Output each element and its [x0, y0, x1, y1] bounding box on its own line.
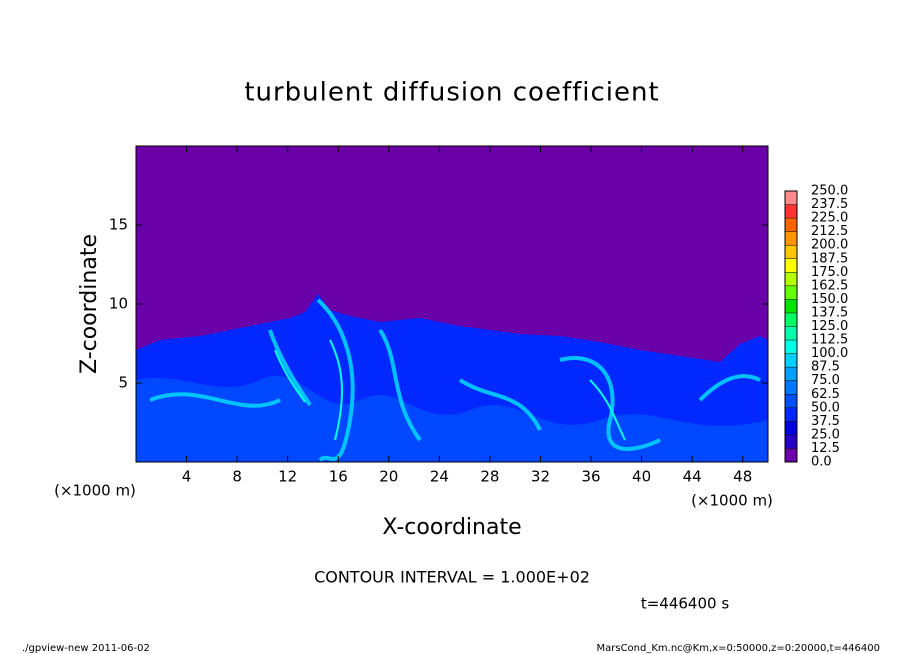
colorbar-band: [785, 299, 797, 313]
colorbar-band: [785, 394, 797, 408]
x-tick-label: 4: [182, 468, 192, 486]
colorbar-band: [785, 326, 797, 341]
x-unit-right: (×1000 m): [691, 492, 773, 510]
colorbar-band: [785, 353, 797, 368]
colorbar-label: 137.5: [811, 305, 848, 320]
colorbar-band: [785, 285, 797, 300]
colorbar-label: 175.0: [811, 265, 848, 280]
x-tick-label: 8: [232, 468, 242, 486]
y-tick-label: 5: [118, 374, 128, 392]
y-tick-label: 15: [109, 216, 128, 234]
x-tick-label: 12: [278, 468, 297, 486]
colorbar-label: 125.0: [811, 319, 848, 334]
colorbar-band: [785, 231, 797, 246]
field-streaks: [149, 298, 761, 462]
x-tick-label: 28: [480, 468, 499, 486]
y-tick-label: 10: [109, 295, 128, 313]
colorbar-band: [785, 312, 797, 327]
colorbar-band: [785, 191, 797, 205]
colorbar-band: [785, 367, 797, 381]
colorbar-label: 75.0: [811, 373, 840, 388]
colorbar-label: 25.0: [811, 427, 840, 442]
x-tick-label: 16: [329, 468, 348, 486]
colorbar-band: [785, 421, 797, 435]
field: [136, 146, 768, 462]
colorbar-label: 250.0: [811, 184, 848, 199]
colorbar-label: 225.0: [811, 211, 848, 226]
x-tick-label: 20: [379, 468, 398, 486]
colorbar-band: [785, 204, 797, 219]
x-tick-label: 40: [632, 468, 651, 486]
colorbar-label: 212.5: [811, 224, 848, 239]
colorbar-band: [785, 218, 797, 232]
colorbar-label: 87.5: [811, 360, 840, 375]
y-axis-label: Z-coordinate: [77, 234, 102, 374]
colorbar-band: [785, 245, 797, 259]
x-tick-label: 24: [430, 468, 449, 486]
footer-left: ./gpview-new 2011-06-02: [22, 643, 150, 654]
colorbar-band: [785, 434, 797, 449]
colorbar-band: [785, 272, 797, 286]
colorbar-label: 100.0: [811, 346, 848, 361]
time-label: t=446400 s: [641, 595, 729, 613]
colorbar-label: 37.5: [811, 414, 840, 429]
colorbar-band: [785, 407, 797, 422]
chart-title: turbulent diffusion coefficient: [244, 78, 659, 108]
colorbar-label: 187.5: [811, 251, 848, 266]
x-tick-label: 32: [531, 468, 550, 486]
colorbar-label: 237.5: [811, 197, 848, 212]
footer-right: MarsCond_Km.nc@Km,x=0:50000,z=0:20000,t=…: [597, 643, 881, 654]
colorbar-label: 50.0: [811, 400, 840, 415]
x-tick-label: 44: [683, 468, 702, 486]
colorbar-label: 150.0: [811, 292, 848, 307]
colorbar-label: 62.5: [811, 387, 840, 402]
colorbar-band: [785, 380, 797, 395]
contour-note: CONTOUR INTERVAL = 1.000E+02: [314, 568, 590, 587]
x-axis-label: X-coordinate: [382, 515, 521, 540]
x-tick-label: 36: [581, 468, 600, 486]
x-tick-label: 48: [733, 468, 752, 486]
colorbar-label: 200.0: [811, 238, 848, 253]
colorbar-band: [785, 258, 797, 273]
colorbar-band: [785, 448, 797, 462]
colorbar-label: 0.0: [811, 455, 832, 470]
colorbar-label: 162.5: [811, 278, 848, 293]
field-streaks-bright: [274, 339, 626, 441]
colorbar-label: 12.5: [811, 441, 840, 456]
colorbar-band: [785, 340, 797, 354]
x-unit-left: (×1000 m): [54, 482, 136, 500]
colorbar-label: 112.5: [811, 333, 848, 348]
